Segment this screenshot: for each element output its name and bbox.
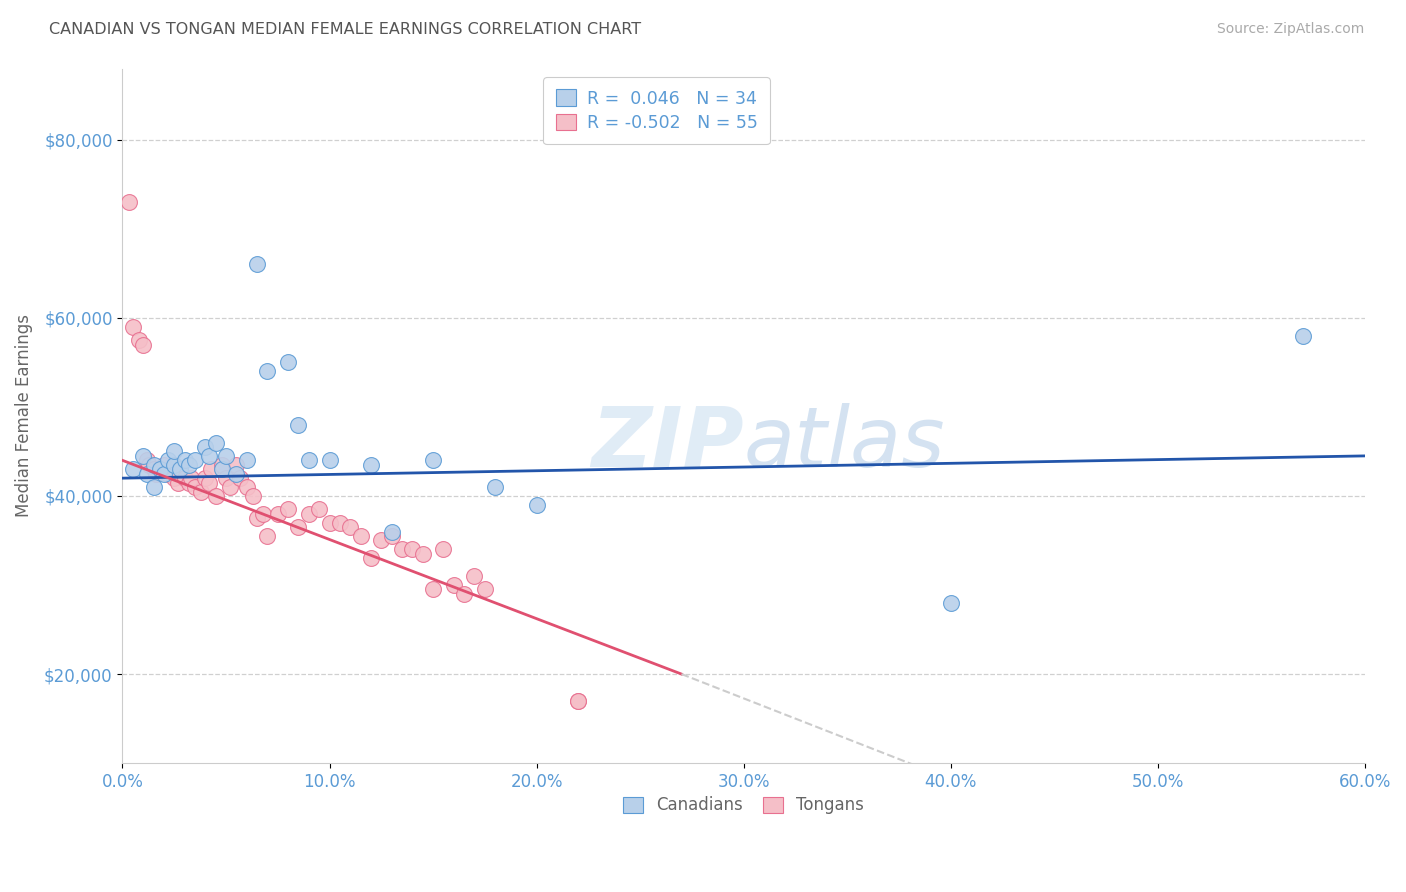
Point [136, 453, 159, 467]
Point [526, 498, 548, 512]
Point [422, 582, 444, 597]
Point [163, 444, 186, 458]
Point [298, 507, 321, 521]
Point [474, 582, 496, 597]
Point [453, 587, 475, 601]
Point [246, 511, 269, 525]
Point [287, 520, 309, 534]
Point [132, 449, 155, 463]
Point [349, 529, 371, 543]
Point [156, 467, 179, 481]
Point [136, 467, 159, 481]
Point [329, 516, 352, 530]
Point [121, 319, 143, 334]
Point [194, 471, 217, 485]
Point [138, 458, 160, 472]
Point [298, 453, 321, 467]
Point [173, 471, 195, 485]
Text: Source: ZipAtlas.com: Source: ZipAtlas.com [1216, 22, 1364, 37]
Point [198, 449, 221, 463]
Point [132, 337, 155, 351]
Point [219, 480, 242, 494]
Point [235, 480, 257, 494]
Point [128, 333, 150, 347]
Point [167, 475, 190, 490]
Point [339, 520, 361, 534]
Point [177, 475, 200, 490]
Point [211, 462, 233, 476]
Point [190, 484, 212, 499]
Point [432, 542, 454, 557]
Point [256, 364, 278, 378]
Point [360, 458, 382, 472]
Point [194, 440, 217, 454]
Point [235, 453, 257, 467]
Point [308, 502, 330, 516]
Point [381, 529, 404, 543]
Point [360, 551, 382, 566]
Point [204, 435, 226, 450]
Point [267, 507, 290, 521]
Point [142, 462, 165, 476]
Point [1292, 328, 1315, 343]
Point [443, 578, 465, 592]
Point [118, 195, 141, 210]
Point [149, 462, 172, 476]
Point [153, 458, 176, 472]
Point [163, 471, 186, 485]
Point [184, 480, 207, 494]
Point [484, 480, 506, 494]
Point [198, 475, 221, 490]
Point [145, 467, 167, 481]
Text: CANADIAN VS TONGAN MEDIAN FEMALE EARNINGS CORRELATION CHART: CANADIAN VS TONGAN MEDIAN FEMALE EARNING… [49, 22, 641, 37]
Point [256, 529, 278, 543]
Point [156, 453, 179, 467]
Point [370, 533, 392, 548]
Point [229, 471, 252, 485]
Point [567, 694, 589, 708]
Point [381, 524, 404, 539]
Text: atlas: atlas [744, 403, 945, 484]
Point [169, 462, 191, 476]
Point [463, 569, 485, 583]
Point [121, 462, 143, 476]
Point [204, 489, 226, 503]
Point [939, 596, 962, 610]
Point [277, 502, 299, 516]
Point [149, 462, 172, 476]
Point [153, 467, 176, 481]
Point [173, 453, 195, 467]
Point [180, 471, 202, 485]
Point [142, 480, 165, 494]
Point [177, 458, 200, 472]
Point [215, 449, 238, 463]
Point [142, 458, 165, 472]
Point [200, 462, 222, 476]
Point [401, 542, 423, 557]
Point [215, 471, 238, 485]
Point [567, 694, 589, 708]
Point [246, 257, 269, 271]
Point [287, 417, 309, 432]
Point [252, 507, 274, 521]
Text: ZIP: ZIP [591, 403, 744, 484]
Point [225, 467, 247, 481]
Point [242, 489, 264, 503]
Legend: Canadians, Tongans: Canadians, Tongans [613, 786, 875, 824]
Point [277, 355, 299, 369]
Point [318, 453, 340, 467]
Point [184, 453, 207, 467]
Point [412, 547, 434, 561]
Point [391, 542, 413, 557]
Y-axis label: Median Female Earnings: Median Female Earnings [15, 314, 32, 517]
Point [211, 458, 233, 472]
Point [318, 516, 340, 530]
Point [225, 458, 247, 472]
Point [422, 453, 444, 467]
Point [163, 458, 186, 472]
